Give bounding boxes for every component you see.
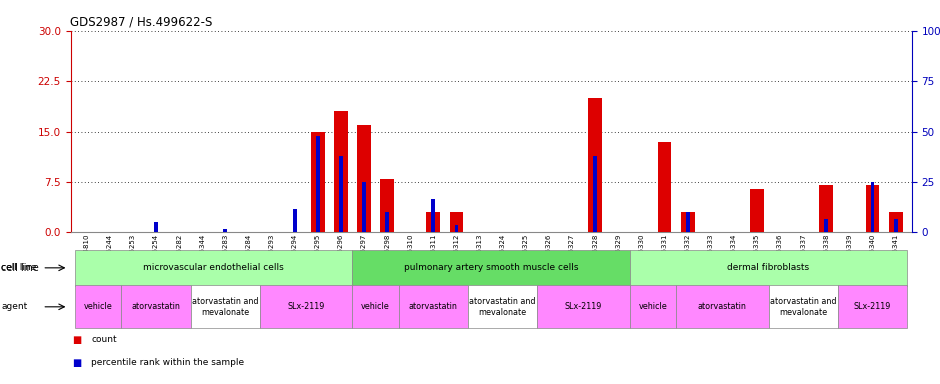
Bar <box>681 212 695 232</box>
Bar <box>455 225 459 232</box>
Text: percentile rank within the sample: percentile rank within the sample <box>91 358 244 367</box>
Bar <box>385 212 389 232</box>
Bar <box>888 212 902 232</box>
Text: microvascular endothelial cells: microvascular endothelial cells <box>144 263 284 272</box>
Text: atorvastatin: atorvastatin <box>409 302 458 311</box>
Bar <box>658 142 671 232</box>
Text: atorvastatin: atorvastatin <box>132 302 180 311</box>
Bar <box>357 125 371 232</box>
Bar <box>352 250 630 286</box>
Text: ■: ■ <box>72 358 82 368</box>
Bar <box>334 111 348 232</box>
Text: atorvastatin and
mevalonate: atorvastatin and mevalonate <box>192 297 258 316</box>
Text: SLx-2119: SLx-2119 <box>288 302 325 311</box>
Bar <box>380 179 394 232</box>
Bar <box>449 212 463 232</box>
Bar <box>399 285 468 328</box>
Bar <box>431 199 435 232</box>
Bar <box>866 185 880 232</box>
Text: dermal fibroblasts: dermal fibroblasts <box>728 263 809 272</box>
Bar <box>311 131 324 232</box>
Bar <box>468 285 538 328</box>
Bar <box>362 182 366 232</box>
Text: vehicle: vehicle <box>638 302 667 311</box>
Bar <box>630 250 907 286</box>
Bar <box>75 285 121 328</box>
Text: ■: ■ <box>72 335 82 345</box>
Bar <box>427 212 440 232</box>
Text: count: count <box>91 335 117 344</box>
Bar <box>292 209 297 232</box>
Bar <box>820 185 833 232</box>
Bar <box>316 136 320 232</box>
Bar <box>75 250 352 286</box>
Text: SLx-2119: SLx-2119 <box>854 302 891 311</box>
Bar <box>630 285 676 328</box>
Text: GDS2987 / Hs.499622-S: GDS2987 / Hs.499622-S <box>70 15 212 28</box>
Bar <box>154 222 158 232</box>
Bar <box>538 285 630 328</box>
Bar <box>224 229 227 232</box>
Bar <box>824 219 828 232</box>
Bar <box>121 285 191 328</box>
Bar <box>260 285 352 328</box>
Bar <box>676 285 769 328</box>
Bar <box>894 219 898 232</box>
Bar <box>339 156 343 232</box>
Text: cell line: cell line <box>2 263 37 272</box>
Text: vehicle: vehicle <box>84 302 113 311</box>
Text: cell line: cell line <box>1 263 39 273</box>
Bar <box>838 285 907 328</box>
Bar <box>870 182 874 232</box>
Text: atorvastatin and
mevalonate: atorvastatin and mevalonate <box>469 297 536 316</box>
Bar <box>593 156 597 232</box>
Bar <box>588 98 603 232</box>
Bar <box>191 285 260 328</box>
Text: vehicle: vehicle <box>361 302 390 311</box>
Text: pulmonary artery smooth muscle cells: pulmonary artery smooth muscle cells <box>404 263 578 272</box>
Text: atorvastatin: atorvastatin <box>697 302 746 311</box>
Text: atorvastatin and
mevalonate: atorvastatin and mevalonate <box>770 297 837 316</box>
Bar <box>685 212 690 232</box>
Bar <box>352 285 399 328</box>
Text: SLx-2119: SLx-2119 <box>565 302 603 311</box>
Bar <box>769 285 838 328</box>
Bar <box>750 189 764 232</box>
Text: agent: agent <box>2 302 27 311</box>
